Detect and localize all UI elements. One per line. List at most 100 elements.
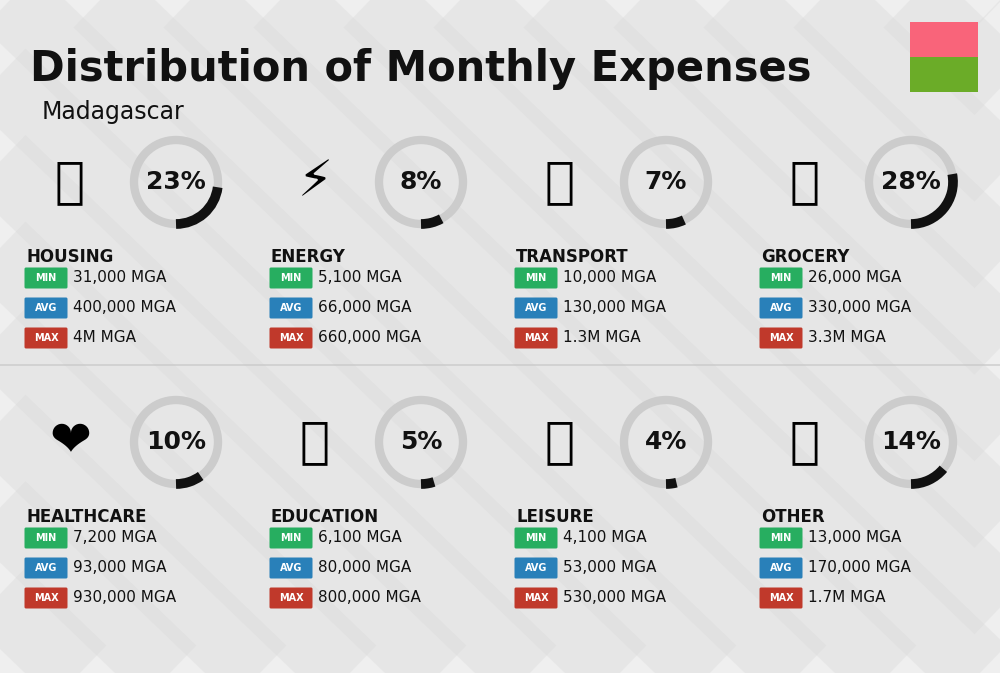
Text: 800,000 MGA: 800,000 MGA bbox=[318, 590, 421, 606]
Text: Distribution of Monthly Expenses: Distribution of Monthly Expenses bbox=[30, 48, 812, 90]
Text: 80,000 MGA: 80,000 MGA bbox=[318, 561, 411, 575]
FancyBboxPatch shape bbox=[270, 528, 312, 548]
FancyBboxPatch shape bbox=[270, 588, 312, 608]
Text: OTHER: OTHER bbox=[761, 508, 825, 526]
Text: 130,000 MGA: 130,000 MGA bbox=[563, 301, 666, 316]
Text: ❤: ❤ bbox=[49, 418, 91, 466]
Text: 6,100 MGA: 6,100 MGA bbox=[318, 530, 402, 546]
FancyBboxPatch shape bbox=[270, 328, 312, 349]
FancyBboxPatch shape bbox=[24, 297, 68, 318]
Text: 3.3M MGA: 3.3M MGA bbox=[808, 330, 886, 345]
Text: MAX: MAX bbox=[279, 593, 303, 603]
Text: MIN: MIN bbox=[280, 533, 302, 543]
FancyBboxPatch shape bbox=[24, 267, 68, 289]
Text: 31,000 MGA: 31,000 MGA bbox=[73, 271, 166, 285]
Text: 🎓: 🎓 bbox=[300, 418, 330, 466]
Text: MAX: MAX bbox=[279, 333, 303, 343]
Text: EDUCATION: EDUCATION bbox=[271, 508, 379, 526]
Text: 14%: 14% bbox=[881, 430, 941, 454]
FancyBboxPatch shape bbox=[910, 22, 978, 57]
Text: 330,000 MGA: 330,000 MGA bbox=[808, 301, 911, 316]
Text: 660,000 MGA: 660,000 MGA bbox=[318, 330, 421, 345]
Text: AVG: AVG bbox=[35, 303, 57, 313]
Text: AVG: AVG bbox=[525, 563, 547, 573]
Text: GROCERY: GROCERY bbox=[761, 248, 849, 266]
Text: 7,200 MGA: 7,200 MGA bbox=[73, 530, 157, 546]
Text: 23%: 23% bbox=[146, 170, 206, 194]
FancyBboxPatch shape bbox=[24, 328, 68, 349]
Text: MAX: MAX bbox=[524, 593, 548, 603]
Text: AVG: AVG bbox=[280, 563, 302, 573]
FancyBboxPatch shape bbox=[514, 297, 558, 318]
FancyBboxPatch shape bbox=[514, 588, 558, 608]
Text: AVG: AVG bbox=[35, 563, 57, 573]
FancyBboxPatch shape bbox=[514, 557, 558, 579]
FancyBboxPatch shape bbox=[910, 57, 978, 92]
Text: 26,000 MGA: 26,000 MGA bbox=[808, 271, 901, 285]
Text: 1.7M MGA: 1.7M MGA bbox=[808, 590, 886, 606]
Text: AVG: AVG bbox=[770, 563, 792, 573]
Text: 1.3M MGA: 1.3M MGA bbox=[563, 330, 641, 345]
Text: MIN: MIN bbox=[35, 273, 57, 283]
Text: 10,000 MGA: 10,000 MGA bbox=[563, 271, 656, 285]
FancyBboxPatch shape bbox=[760, 557, 802, 579]
FancyBboxPatch shape bbox=[514, 328, 558, 349]
Text: 930,000 MGA: 930,000 MGA bbox=[73, 590, 176, 606]
Text: ENERGY: ENERGY bbox=[271, 248, 346, 266]
Text: HOUSING: HOUSING bbox=[26, 248, 113, 266]
Text: 400,000 MGA: 400,000 MGA bbox=[73, 301, 176, 316]
Text: MIN: MIN bbox=[770, 533, 792, 543]
Text: MAX: MAX bbox=[524, 333, 548, 343]
Text: 4%: 4% bbox=[645, 430, 687, 454]
FancyBboxPatch shape bbox=[24, 588, 68, 608]
Text: AVG: AVG bbox=[770, 303, 792, 313]
Text: 7%: 7% bbox=[645, 170, 687, 194]
FancyBboxPatch shape bbox=[270, 557, 312, 579]
Text: Madagascar: Madagascar bbox=[42, 100, 185, 124]
Text: LEISURE: LEISURE bbox=[516, 508, 594, 526]
FancyBboxPatch shape bbox=[270, 267, 312, 289]
Text: 53,000 MGA: 53,000 MGA bbox=[563, 561, 656, 575]
Text: AVG: AVG bbox=[280, 303, 302, 313]
Text: 66,000 MGA: 66,000 MGA bbox=[318, 301, 412, 316]
Text: 93,000 MGA: 93,000 MGA bbox=[73, 561, 166, 575]
Text: 🛒: 🛒 bbox=[790, 158, 820, 206]
Text: 4,100 MGA: 4,100 MGA bbox=[563, 530, 647, 546]
Text: 🚌: 🚌 bbox=[545, 158, 575, 206]
Text: 🏙: 🏙 bbox=[55, 158, 85, 206]
Text: TRANSPORT: TRANSPORT bbox=[516, 248, 629, 266]
FancyBboxPatch shape bbox=[760, 528, 802, 548]
Text: MIN: MIN bbox=[525, 533, 547, 543]
FancyBboxPatch shape bbox=[24, 528, 68, 548]
Text: 💰: 💰 bbox=[790, 418, 820, 466]
FancyBboxPatch shape bbox=[514, 267, 558, 289]
Text: 170,000 MGA: 170,000 MGA bbox=[808, 561, 911, 575]
Text: 10%: 10% bbox=[146, 430, 206, 454]
Text: MIN: MIN bbox=[280, 273, 302, 283]
Text: 5,100 MGA: 5,100 MGA bbox=[318, 271, 402, 285]
Text: MIN: MIN bbox=[770, 273, 792, 283]
Text: MAX: MAX bbox=[769, 333, 793, 343]
Text: MAX: MAX bbox=[34, 593, 58, 603]
Text: 🛍: 🛍 bbox=[545, 418, 575, 466]
FancyBboxPatch shape bbox=[24, 557, 68, 579]
Text: MAX: MAX bbox=[34, 333, 58, 343]
Text: AVG: AVG bbox=[525, 303, 547, 313]
FancyBboxPatch shape bbox=[760, 588, 802, 608]
Text: 13,000 MGA: 13,000 MGA bbox=[808, 530, 901, 546]
Text: 28%: 28% bbox=[881, 170, 941, 194]
Text: MIN: MIN bbox=[525, 273, 547, 283]
Text: MIN: MIN bbox=[35, 533, 57, 543]
FancyBboxPatch shape bbox=[760, 297, 802, 318]
Text: 5%: 5% bbox=[400, 430, 442, 454]
FancyBboxPatch shape bbox=[760, 267, 802, 289]
Text: 530,000 MGA: 530,000 MGA bbox=[563, 590, 666, 606]
Text: HEALTHCARE: HEALTHCARE bbox=[26, 508, 146, 526]
Text: 4M MGA: 4M MGA bbox=[73, 330, 136, 345]
Text: MAX: MAX bbox=[769, 593, 793, 603]
FancyBboxPatch shape bbox=[514, 528, 558, 548]
Text: 8%: 8% bbox=[400, 170, 442, 194]
Text: ⚡: ⚡ bbox=[297, 158, 333, 206]
FancyBboxPatch shape bbox=[760, 328, 802, 349]
FancyBboxPatch shape bbox=[270, 297, 312, 318]
